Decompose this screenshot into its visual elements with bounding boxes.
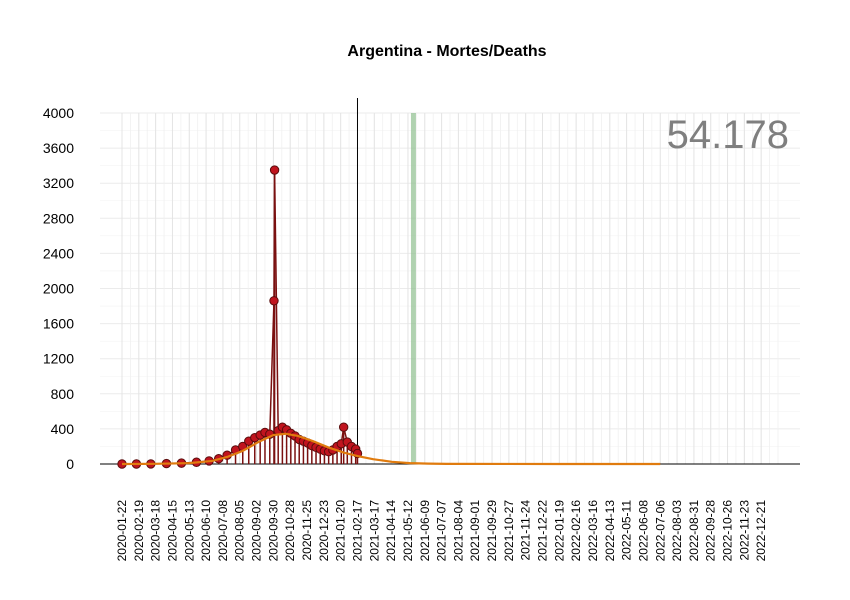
x-tick-label: 2020-08-05: [233, 500, 247, 562]
x-tick-label: 2020-10-28: [283, 500, 297, 562]
x-tick-label: 2020-09-02: [250, 500, 264, 562]
total-deaths-annotation: 54.178: [667, 113, 789, 157]
x-tick-label: 2021-01-20: [334, 500, 348, 562]
x-tick-label: 2021-04-14: [384, 500, 398, 562]
x-tick-label: 2021-12-22: [536, 500, 550, 562]
x-tick-label: 2022-08-03: [670, 500, 684, 562]
x-tick-label: 2021-07-07: [435, 500, 449, 562]
trend-line: [121, 432, 661, 466]
series-layer: [117, 165, 661, 469]
x-tick-label: 2021-06-09: [418, 500, 432, 562]
y-tick-label: 0: [66, 456, 74, 472]
highlight-band-rect: [410, 113, 416, 464]
x-tick-label: 2022-04-13: [603, 500, 617, 562]
x-tick-label: 2022-01-19: [552, 500, 566, 562]
x-tick-label: 2022-11-23: [737, 500, 751, 561]
daily-deaths-point: [269, 296, 279, 306]
y-tick-label: 3200: [43, 175, 74, 191]
x-tick-label: 2022-03-16: [586, 500, 600, 562]
x-tick-label: 2022-12-21: [754, 500, 768, 562]
x-tick-label: 2021-08-04: [451, 500, 465, 562]
x-axis-ticks: 2020-01-22 2020-02-19 2020-03-18 2020-04-15…: [115, 500, 768, 562]
x-tick-label: 2021-09-01: [468, 500, 482, 562]
x-tick-label: 2020-06-10: [199, 500, 213, 562]
y-tick-label: 2800: [43, 210, 74, 226]
x-tick-label: 2021-05-12: [401, 500, 415, 562]
x-tick-label: 2022-08-31: [687, 500, 701, 562]
daily-deaths-point: [338, 422, 349, 432]
y-tick-label: 3600: [43, 140, 74, 156]
x-tick-label: 2020-04-15: [165, 500, 179, 562]
x-tick-label: 2022-07-06: [653, 500, 667, 562]
y-tick-label: 1200: [43, 351, 74, 367]
x-tick-label: 2020-02-19: [132, 500, 146, 562]
y-tick-label: 1600: [43, 316, 74, 332]
y-tick-label: 2400: [43, 245, 74, 261]
x-tick-label: 2020-09-30: [266, 500, 280, 562]
x-tick-label: 2020-11-25: [300, 500, 314, 561]
x-tick-label: 2022-05-11: [620, 500, 634, 561]
x-tick-label: 2021-02-17: [350, 500, 364, 562]
x-tick-label: 2022-02-16: [569, 500, 583, 562]
grid: [100, 112, 800, 465]
x-tick-label: 2020-07-08: [216, 500, 230, 562]
x-tick-label: 2021-10-27: [502, 500, 516, 562]
chart-title: Argentina - Mortes/Deaths: [347, 43, 546, 60]
x-tick-label: 2022-09-28: [704, 500, 718, 562]
x-tick-label: 2020-03-18: [149, 500, 163, 562]
daily-deaths-point: [269, 165, 280, 175]
x-tick-label: 2021-03-17: [367, 500, 381, 562]
highlight-band: [410, 113, 416, 464]
x-tick-label: 2021-09-29: [485, 500, 499, 562]
x-tick-label: 2022-10-26: [721, 500, 735, 562]
x-tick-label: 2022-06-08: [636, 500, 650, 562]
y-tick-label: 400: [51, 421, 75, 437]
x-tick-label: 2020-01-22: [115, 500, 129, 562]
y-tick-label: 2000: [43, 281, 74, 297]
y-tick-label: 800: [51, 386, 75, 402]
x-tick-label: 2020-05-13: [182, 500, 196, 562]
x-tick-label: 2020-12-23: [317, 500, 331, 562]
y-tick-label: 4000: [43, 105, 74, 121]
y-axis-ticks: 0 400 800 1200 1600 2000 2400 2800 3200 3600 4000: [43, 105, 74, 472]
x-tick-label: 2021-11-24: [519, 500, 533, 561]
